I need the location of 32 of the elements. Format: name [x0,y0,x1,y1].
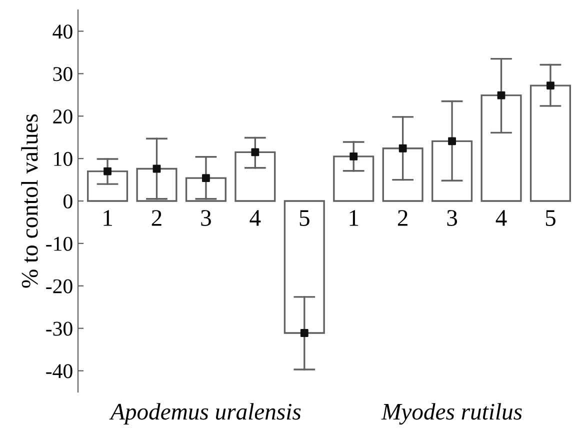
point [104,167,112,176]
y-tick-label: -20 [46,279,72,294]
y-tick-label: -10 [46,236,72,251]
point [300,329,308,337]
point [202,174,210,182]
x-tick-label: 2 [152,210,162,226]
x-tick-label: 1 [350,210,358,226]
x-tick-label: 2 [398,210,408,226]
x-tick-label: 3 [201,210,211,226]
point [251,148,260,156]
y-tick-label: 30 [53,67,72,82]
text: Apodemus uralensis [109,403,301,425]
y-tick-label: -30 [46,322,72,336]
x-tick-label: 3 [447,210,458,226]
point [350,152,358,160]
point [448,137,456,146]
x-tick-label: 4 [496,210,507,226]
point [546,82,554,90]
y-tick-label: 0 [64,194,72,208]
point [152,164,161,173]
x-tick-label: 1 [104,210,112,226]
x-tick-label: 5 [300,210,310,226]
point [398,144,407,152]
y-tick-label: 10 [54,152,72,166]
y-axis-title: % to contol values [21,114,38,288]
x-tick-label: 4 [250,210,261,226]
text: Myodes rutilus [381,403,522,425]
y-tick-label: 20 [53,109,72,124]
y-tick-label: 40 [52,24,72,39]
point [497,91,506,100]
x-tick-label: 5 [546,210,556,226]
y-tick-label: -40 [46,364,72,378]
